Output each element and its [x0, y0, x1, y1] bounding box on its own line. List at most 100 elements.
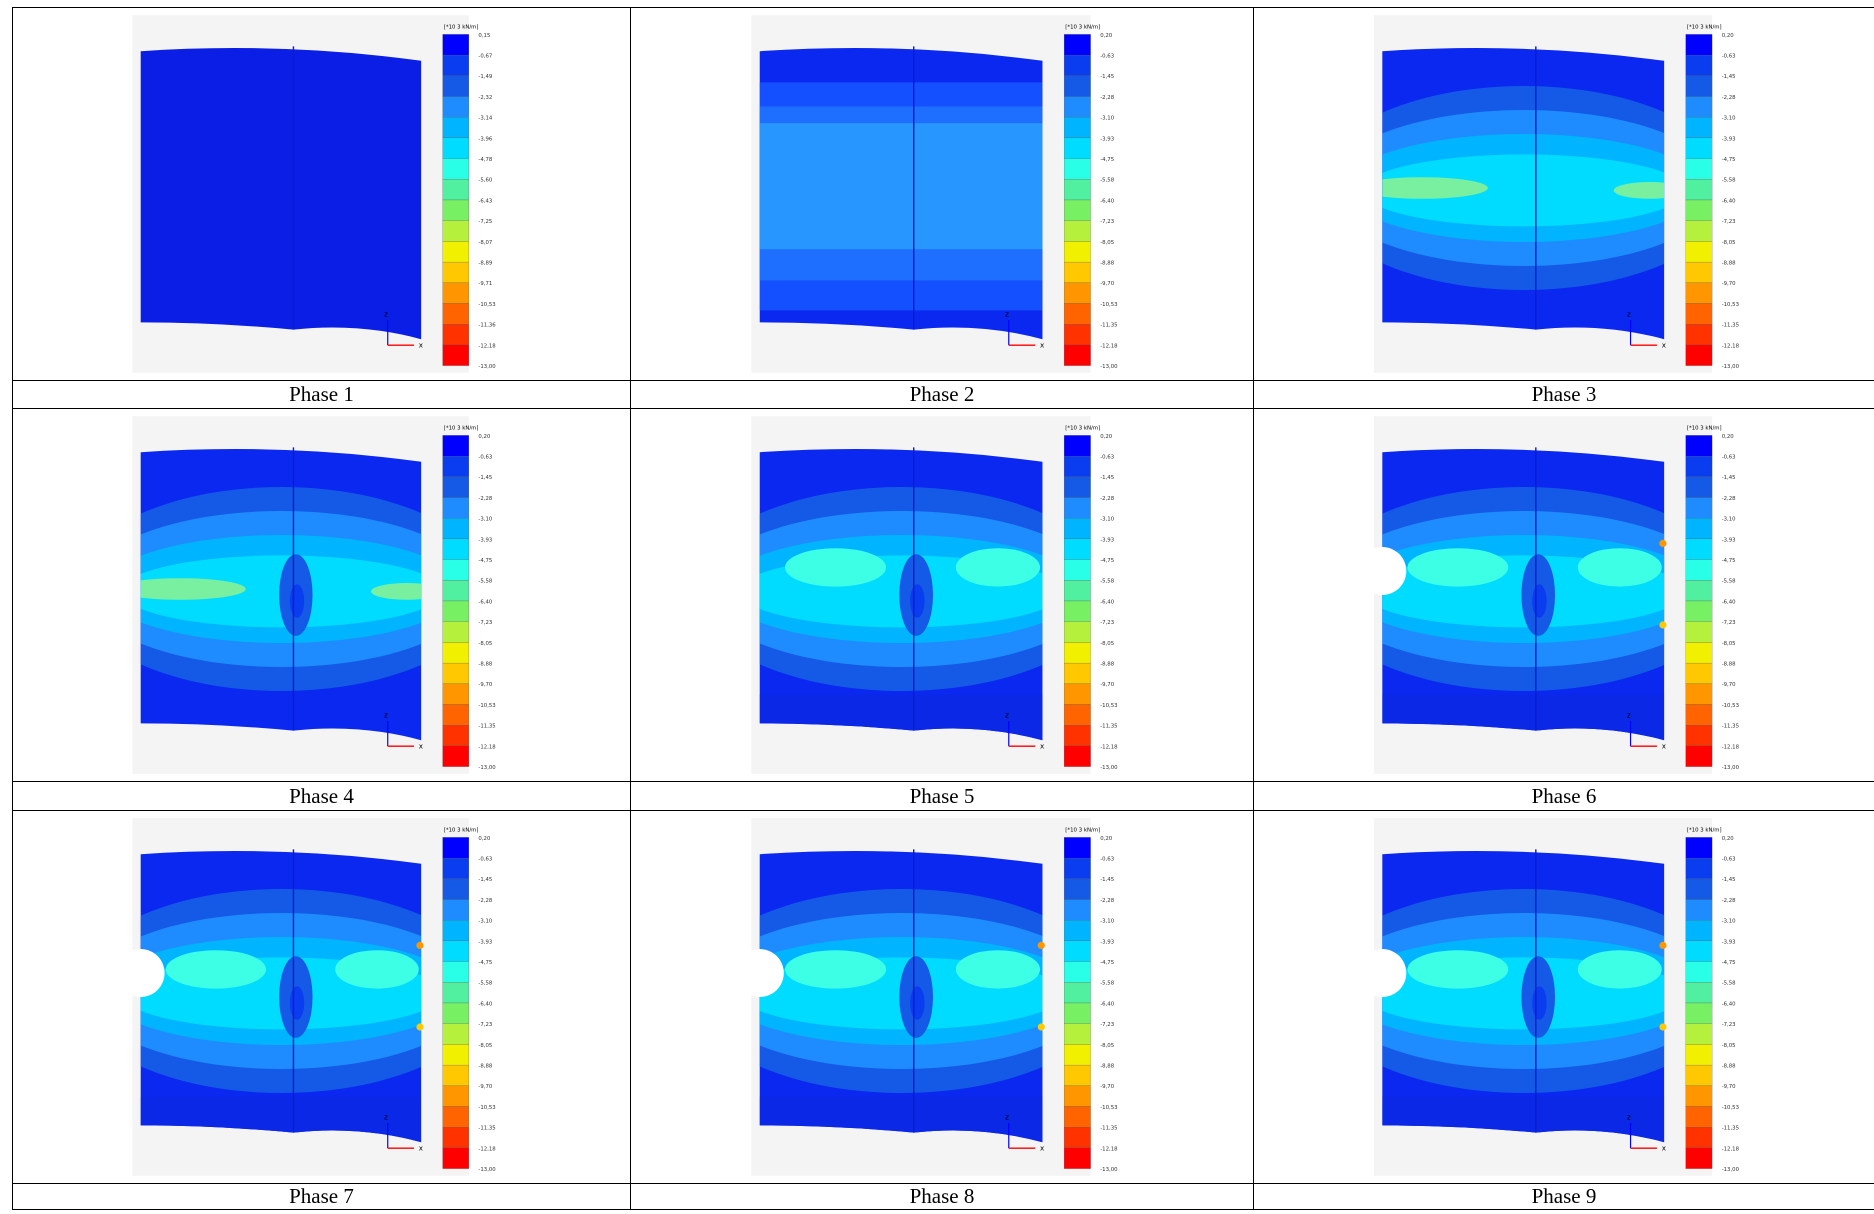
colorbar-band — [1063, 1085, 1091, 1107]
colorbar-band — [442, 837, 470, 859]
hotspot — [1659, 941, 1667, 949]
colorbar-label: -0,63 — [1100, 455, 1114, 461]
caption: Phase 1 — [12, 380, 631, 409]
colorbar-band — [1685, 137, 1713, 159]
axis-label: z — [384, 309, 388, 318]
colorbar-label: -5,58 — [478, 579, 492, 585]
caption-row: Phase 7 Phase 8 Phase 9 — [12, 1183, 1874, 1210]
colorbar-label: -7,23 — [1722, 620, 1736, 626]
colorbar-band — [442, 303, 470, 325]
colorbar-label: -9,70 — [1722, 1084, 1736, 1090]
hotspot — [1037, 1023, 1045, 1031]
colorbar-band — [1063, 435, 1091, 457]
colorbar-label: 0,20 — [1100, 434, 1113, 440]
contour-band — [289, 986, 305, 1020]
contour-band — [759, 123, 1043, 250]
contour-band — [371, 583, 422, 600]
colorbar-band — [1063, 179, 1091, 201]
colorbar-band — [1063, 282, 1091, 304]
colorbar-label: 0,20 — [478, 434, 491, 440]
colorbar-label: -0,63 — [1722, 53, 1736, 59]
colorbar-band — [442, 1085, 470, 1107]
colorbar-label: -2,28 — [1722, 496, 1736, 502]
colorbar-band — [1063, 857, 1091, 879]
image-cell: z x [*10 3 kN/m] 0,20 -0,63 -1,45 -2,28 -3,10 -3… — [630, 408, 1254, 782]
caption-row: Phase 1 Phase 2 Phase 3 — [12, 380, 1874, 409]
image-cell: z x [*10 3 kN/m] 0,15 -0,67 -1,49 -2,32 -3,14 -3… — [12, 7, 631, 381]
colorbar-label: -12,18 — [1722, 343, 1740, 349]
colorbar-band — [1063, 683, 1091, 705]
contour-band — [1382, 154, 1665, 227]
colorbar-label: -6,40 — [478, 1001, 492, 1007]
colorbar-label: -4,75 — [1722, 157, 1736, 163]
colorbar-band — [1063, 1106, 1091, 1128]
contour-band — [955, 950, 1041, 989]
colorbar-label: -11,35 — [1100, 1126, 1117, 1132]
colorbar-band — [1063, 725, 1091, 747]
panel-image: zx[*10 3 kN/m]0,20-0,63-1,45-2,28-3,10-3… — [1358, 416, 1740, 774]
colorbar-band — [442, 518, 470, 540]
colorbar-label: -12,18 — [478, 1146, 496, 1152]
colorbar-label: -8,07 — [478, 240, 492, 246]
contour-band — [335, 950, 419, 989]
colorbar-label: -10,53 — [1100, 302, 1117, 308]
colorbar-label: -4,75 — [1100, 558, 1114, 564]
colorbar-label: -7,23 — [1100, 1022, 1114, 1028]
colorbar-label: -13,00 — [1722, 1167, 1740, 1173]
colorbar-band — [442, 704, 470, 726]
colorbar-label: -0,63 — [1722, 856, 1736, 862]
colorbar-band — [442, 282, 470, 304]
colorbar-label: -9,70 — [1100, 1084, 1115, 1090]
colorbar-band — [1063, 1147, 1091, 1169]
colorbar-band — [1685, 261, 1713, 283]
caption-row: Phase 4 Phase 5 Phase 6 — [12, 781, 1874, 811]
colorbar-band — [1063, 899, 1091, 921]
colorbar-band — [442, 600, 470, 622]
contour-band — [1532, 986, 1547, 1020]
colorbar-band — [1063, 117, 1091, 139]
colorbar-label: -8,05 — [1100, 641, 1114, 647]
axis-label: z — [1627, 710, 1631, 719]
panel-image: zx[*10 3 kN/m]0,20-0,63-1,45-2,28-3,10-3… — [132, 416, 496, 774]
panel-image: z x [*10 3 kN/m] 0,15 -0,67 -1,49 -2,32 -3,14 -3… — [132, 15, 496, 373]
colorbar-label: -12,18 — [478, 343, 496, 349]
image-cell: z x [*10 3 kN/m] 0,20 -0,63 -1,45 -2,28 -3,10 -3… — [12, 408, 631, 782]
colorbar-label: -8,88 — [1722, 260, 1736, 266]
contour-band — [1407, 548, 1509, 587]
contour-band — [910, 584, 925, 618]
colorbar-band — [442, 435, 470, 457]
colorbar-band — [1685, 1064, 1713, 1086]
colorbar-label: -8,05 — [1100, 240, 1114, 246]
colorbar-label: 0,15 — [478, 33, 490, 39]
colorbar-label: -4,75 — [1100, 960, 1114, 966]
colorbar-band — [442, 982, 470, 1004]
colorbar-band — [1063, 241, 1091, 263]
colorbar-band — [1685, 455, 1713, 477]
colorbar-label: -7,23 — [1100, 219, 1114, 225]
colorbar-label: -8,05 — [1722, 641, 1736, 647]
colorbar-band — [442, 878, 470, 900]
colorbar-band — [1685, 435, 1713, 457]
colorbar-band — [442, 621, 470, 643]
colorbar-band — [1685, 303, 1713, 325]
colorbar-label: -9,70 — [1722, 682, 1736, 688]
colorbar-band — [442, 662, 470, 684]
colorbar-band — [1685, 54, 1713, 76]
colorbar-band — [1685, 538, 1713, 560]
colorbar-label: -7,23 — [1722, 219, 1736, 225]
colorbar-band — [1063, 538, 1091, 560]
colorbar-label: -10,53 — [1722, 703, 1739, 709]
colorbar-label: -8,88 — [1100, 1064, 1115, 1070]
colorbar-band — [442, 642, 470, 664]
contour-band — [1532, 584, 1547, 618]
colorbar-label: -3,10 — [1100, 116, 1115, 122]
colorbar-band — [442, 497, 470, 519]
contour-band — [1577, 950, 1662, 989]
colorbar-band — [442, 75, 470, 97]
colorbar-band — [442, 199, 470, 221]
colorbar-band — [1063, 600, 1091, 622]
colorbar-label: -3,93 — [1100, 939, 1114, 945]
colorbar-band — [442, 725, 470, 747]
colorbar-band — [1063, 158, 1091, 180]
